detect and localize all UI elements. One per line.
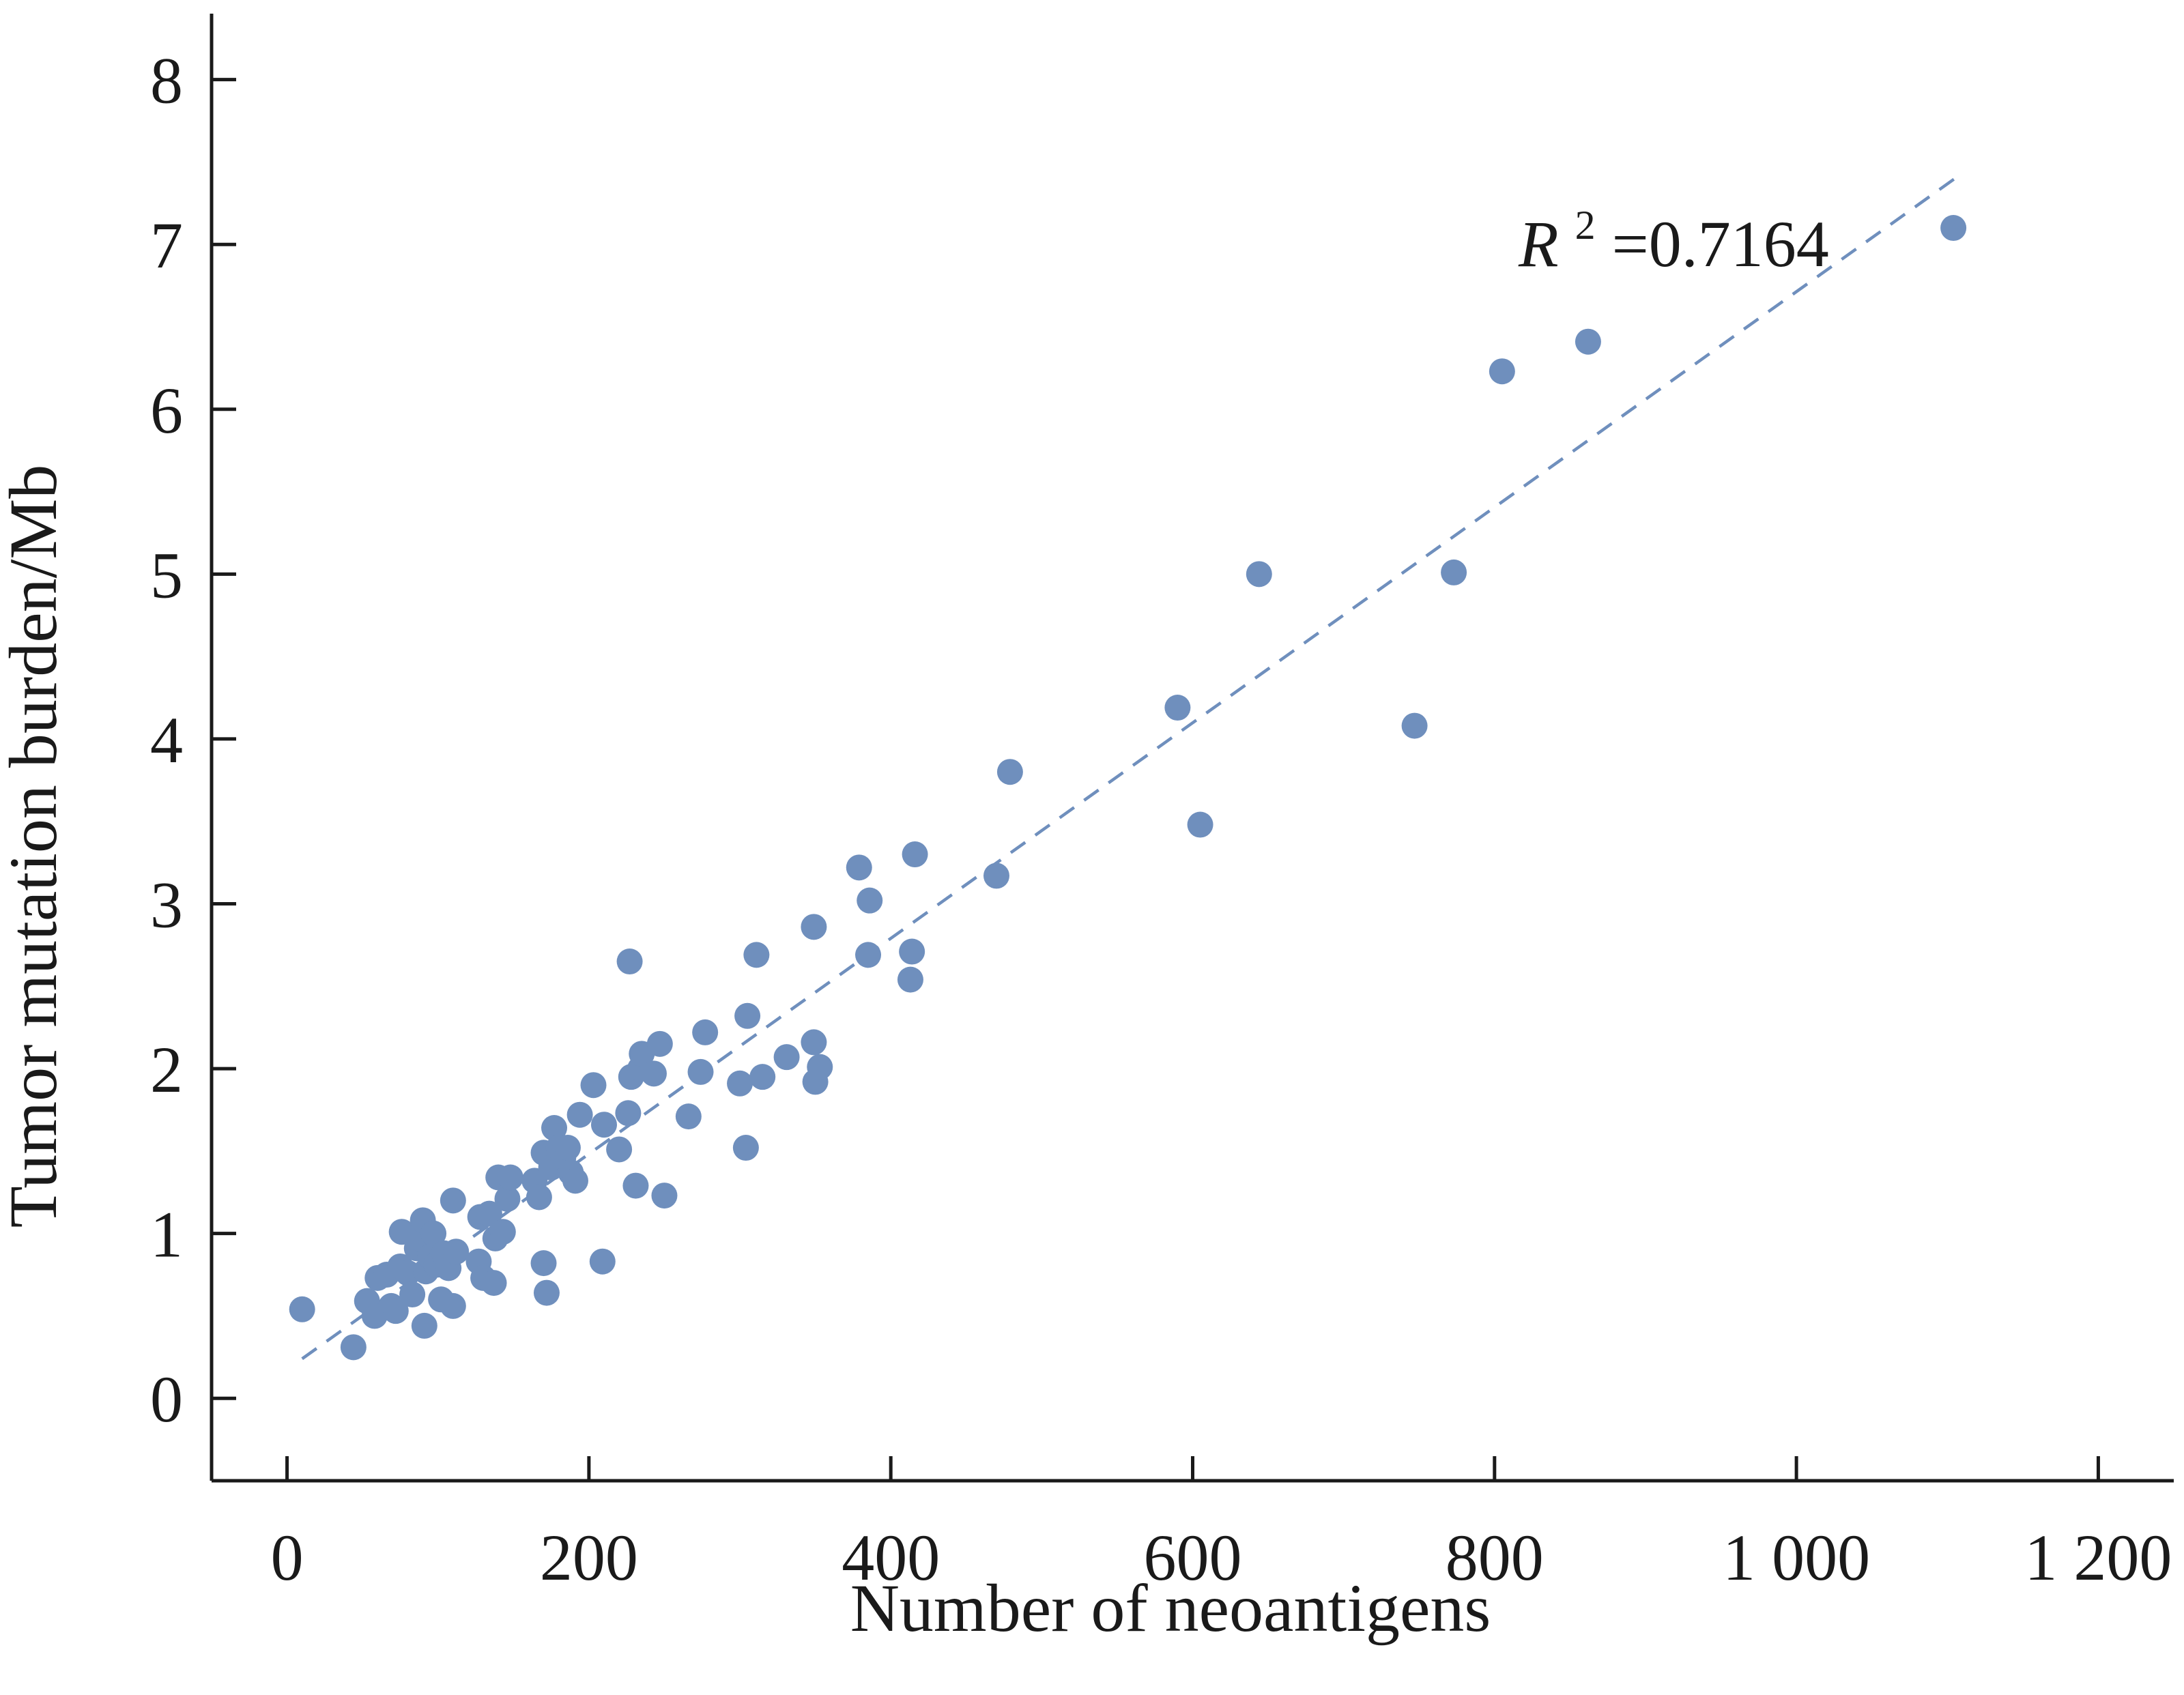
data-point (897, 966, 923, 993)
data-point (857, 887, 883, 914)
x-tick-label: 0 (271, 1521, 304, 1594)
data-point (1246, 561, 1272, 588)
data-point (807, 1054, 833, 1080)
data-point (801, 914, 827, 940)
y-tick-label: 7 (150, 209, 183, 282)
data-point (533, 1279, 560, 1306)
data-point (616, 948, 643, 975)
data-point (749, 1064, 776, 1090)
y-tick-label: 0 (150, 1363, 183, 1436)
data-point (497, 1164, 523, 1191)
y-tick-label: 1 (150, 1198, 183, 1271)
data-point (687, 1058, 714, 1085)
data-point (606, 1136, 633, 1163)
data-point (615, 1100, 642, 1127)
data-point (554, 1135, 581, 1161)
r-squared-annotation: R 2 =0.7164 (1518, 180, 1829, 280)
data-point (855, 942, 882, 968)
data-point (399, 1281, 426, 1308)
data-point (480, 1270, 507, 1296)
data-point (692, 1019, 719, 1045)
data-point (420, 1220, 447, 1247)
data-point (1164, 695, 1191, 721)
x-tick-label: 800 (1446, 1521, 1544, 1594)
data-point (622, 1172, 649, 1199)
y-tick-label: 8 (150, 44, 183, 117)
x-axis-title: Number of neoantigens (850, 1570, 1491, 1646)
data-point (562, 1168, 588, 1194)
data-point (589, 1248, 616, 1275)
data-point (902, 841, 928, 868)
data-point (440, 1187, 466, 1214)
data-point (651, 1183, 678, 1209)
x-tick-label: 600 (1144, 1521, 1242, 1594)
data-point (734, 1002, 761, 1029)
data-point (732, 1135, 759, 1161)
r-superscript: 2 (1575, 203, 1596, 248)
data-point (494, 1185, 521, 1212)
data-point (289, 1296, 315, 1322)
x-axis-ticks: 0 200 400 600 800 1 000 1 200 (271, 1456, 2172, 1594)
r-symbol: R (1518, 207, 1559, 280)
data-point (1489, 358, 1515, 385)
data-point (1940, 215, 1967, 242)
y-tick-label: 5 (150, 538, 183, 611)
data-point (899, 938, 925, 965)
data-point (526, 1184, 552, 1211)
data-point (675, 1103, 702, 1130)
data-point (996, 759, 1023, 785)
y-tick-label: 4 (150, 704, 183, 777)
y-tick-label: 3 (150, 868, 183, 941)
data-point (846, 854, 872, 881)
data-point (1441, 559, 1467, 585)
data-points (289, 215, 1967, 1361)
data-point (640, 1060, 667, 1087)
r-squared-value: =0.7164 (1612, 207, 1829, 280)
y-tick-label: 2 (150, 1033, 183, 1106)
data-point (1575, 328, 1601, 355)
y-tick-label: 6 (150, 374, 183, 447)
data-point (983, 863, 1009, 889)
trendline-group (301, 177, 1956, 1361)
data-point (646, 1030, 673, 1057)
y-axis-ticks: 0 1 2 3 4 5 6 7 8 (150, 44, 236, 1436)
data-point (541, 1115, 568, 1142)
x-tick-label: 1 000 (1723, 1521, 1870, 1594)
data-point (1401, 712, 1428, 739)
data-point (743, 942, 770, 968)
trend-line (301, 177, 1956, 1361)
data-point (773, 1044, 800, 1071)
data-point (591, 1112, 617, 1138)
data-point (340, 1334, 367, 1361)
data-point (489, 1219, 516, 1245)
data-point (443, 1238, 470, 1265)
data-point (727, 1070, 753, 1097)
data-point (476, 1200, 502, 1227)
x-tick-label: 400 (842, 1521, 940, 1594)
x-tick-label: 1 200 (2024, 1521, 2172, 1594)
data-point (440, 1292, 466, 1319)
data-point (1187, 811, 1213, 838)
data-point (566, 1101, 593, 1128)
data-point (530, 1250, 557, 1277)
y-axis-title: Tumor mutation burden/Mb (0, 465, 71, 1228)
data-point (382, 1298, 409, 1324)
x-tick-label: 200 (540, 1521, 638, 1594)
data-point (580, 1072, 607, 1099)
data-point (801, 1029, 827, 1056)
data-point (411, 1312, 437, 1339)
